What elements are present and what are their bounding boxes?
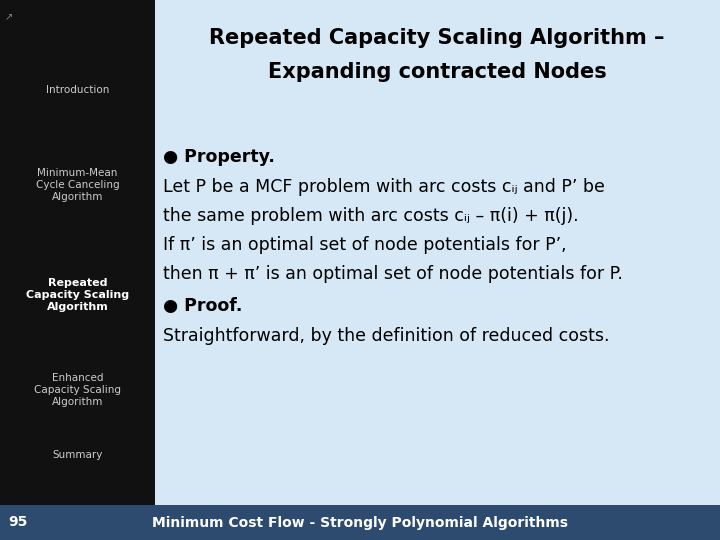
Text: Repeated Capacity Scaling Algorithm –: Repeated Capacity Scaling Algorithm – bbox=[210, 28, 665, 48]
Text: then π + π’ is an optimal set of node potentials for P.: then π + π’ is an optimal set of node po… bbox=[163, 265, 623, 283]
Text: Expanding contracted Nodes: Expanding contracted Nodes bbox=[268, 62, 606, 82]
Bar bbox=[0, 0, 155, 540]
Text: the same problem with arc costs cᵢⱼ – π(i) + π(j).: the same problem with arc costs cᵢⱼ – π(… bbox=[163, 207, 579, 225]
Text: Let P be a MCF problem with arc costs cᵢⱼ and P’ be: Let P be a MCF problem with arc costs cᵢ… bbox=[163, 178, 605, 196]
Text: Enhanced
Capacity Scaling
Algorithm: Enhanced Capacity Scaling Algorithm bbox=[34, 373, 121, 407]
Text: ↗: ↗ bbox=[5, 12, 13, 22]
Text: Minimum-Mean
Cycle Canceling
Algorithm: Minimum-Mean Cycle Canceling Algorithm bbox=[36, 168, 120, 201]
Text: Repeated
Capacity Scaling
Algorithm: Repeated Capacity Scaling Algorithm bbox=[26, 279, 129, 312]
Bar bbox=[0, 505, 720, 540]
Text: ● Proof.: ● Proof. bbox=[163, 297, 243, 315]
Text: Introduction: Introduction bbox=[46, 85, 109, 95]
Text: Minimum Cost Flow - Strongly Polynomial Algorithms: Minimum Cost Flow - Strongly Polynomial … bbox=[152, 516, 568, 530]
Text: 95: 95 bbox=[8, 516, 27, 530]
Text: ● Property.: ● Property. bbox=[163, 148, 275, 166]
Text: Summary: Summary bbox=[53, 450, 103, 460]
Text: Straightforward, by the definition of reduced costs.: Straightforward, by the definition of re… bbox=[163, 327, 610, 345]
Text: If π’ is an optimal set of node potentials for P’,: If π’ is an optimal set of node potentia… bbox=[163, 236, 567, 254]
